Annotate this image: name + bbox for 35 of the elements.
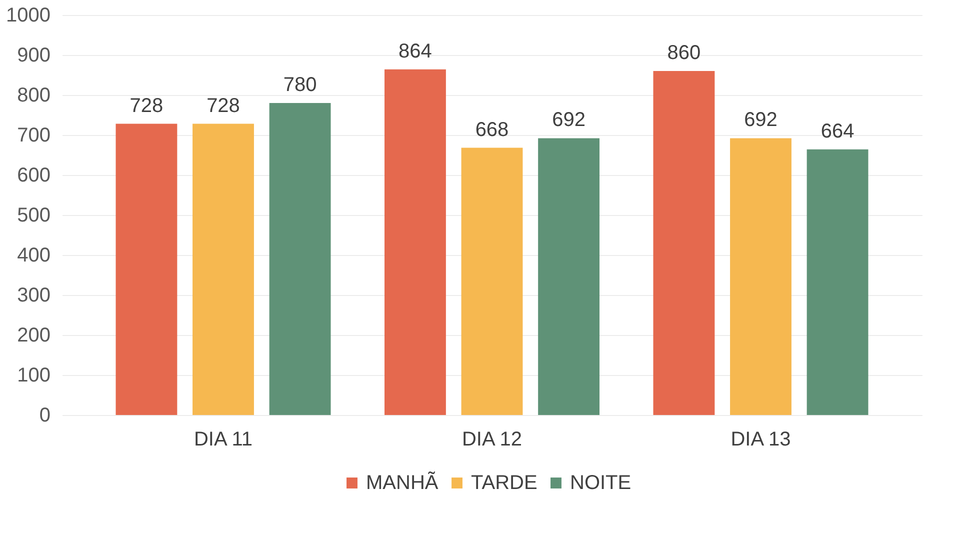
data-label: 668: [475, 118, 509, 141]
bar: [730, 138, 792, 415]
bar: [653, 71, 715, 415]
legend-label: MANHÃ: [366, 471, 439, 494]
bar: [461, 148, 523, 415]
x-tick-label: DIA 13: [730, 428, 791, 450]
data-label: 728: [206, 94, 240, 117]
data-label: 864: [398, 40, 432, 62]
y-tick-label: 100: [17, 364, 50, 386]
y-tick-label: 300: [17, 284, 50, 306]
bar: [269, 103, 331, 415]
bar: [538, 138, 600, 415]
y-tick-label: 0: [39, 404, 50, 426]
y-tick-label: 900: [17, 44, 50, 66]
y-tick-label: 700: [17, 124, 50, 146]
bar: [192, 124, 254, 415]
y-tick-label: 600: [17, 164, 50, 186]
data-label: 780: [283, 74, 317, 96]
bar: [116, 124, 178, 415]
data-label: 692: [552, 109, 586, 132]
y-tick-label: 800: [17, 84, 50, 106]
data-label: 728: [130, 94, 164, 117]
x-tick-label: DIA 11: [194, 428, 253, 450]
data-label: 692: [744, 109, 778, 132]
data-label: 664: [820, 120, 854, 142]
x-tick-label: DIA 12: [462, 428, 522, 450]
bar: [806, 149, 868, 415]
y-tick-label: 400: [17, 244, 50, 266]
bar: [384, 69, 446, 415]
y-tick-label: 200: [17, 324, 50, 346]
data-label: 860: [667, 42, 701, 64]
y-tick-label: 1000: [6, 4, 50, 26]
y-tick-label: 500: [17, 204, 50, 226]
legend-label: TARDE: [471, 472, 538, 494]
legend-label: NOITE: [570, 472, 632, 494]
